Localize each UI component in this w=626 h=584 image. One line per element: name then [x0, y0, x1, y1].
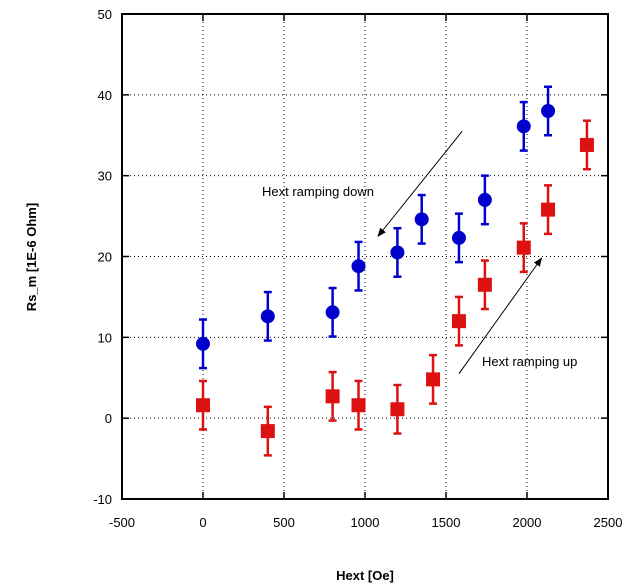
data-point-circle [477, 192, 492, 207]
data-point-circle [414, 212, 429, 227]
annotation-label: Hext ramping up [482, 354, 577, 369]
data-point-circle [516, 119, 531, 134]
grid-lines [122, 14, 608, 499]
annotation-arrow [458, 257, 543, 374]
data-point-square [516, 240, 531, 255]
y-tick-label: 30 [98, 169, 112, 184]
y-tick-label: -10 [93, 492, 112, 507]
data-point-circle [541, 104, 556, 118]
x-tick-label: 0 [199, 515, 206, 530]
data-point-square [426, 372, 441, 387]
data-point-square [196, 398, 210, 413]
x-axis-title: Hext [Oe] [336, 568, 394, 583]
y-axis-title: Rs_m [1E-6 Ohm] [24, 203, 39, 311]
data-point-square [390, 402, 405, 417]
y-tick-label: 40 [98, 88, 112, 103]
annotations: Hext ramping down Hext ramping up [262, 130, 577, 374]
x-tick-label: 2000 [513, 515, 542, 530]
y-tick-label: 10 [98, 330, 112, 345]
data-point-circle [325, 305, 340, 320]
data-point-square [260, 424, 275, 439]
data-point-square [541, 202, 556, 217]
data-point-circle [451, 230, 466, 245]
data-point-square [477, 277, 492, 292]
data-point-square [451, 314, 466, 329]
data-point-square [325, 389, 340, 404]
x-tick-label: 1000 [351, 515, 380, 530]
y-tick-label: 50 [98, 7, 112, 22]
y-tick-label: 20 [98, 250, 112, 265]
annotation-arrow [377, 130, 463, 237]
axis-ticks: -500 0 500 1000 1500 2000 2500 -10 0 10 20 30 40 50 [93, 7, 622, 530]
data-markers [196, 104, 594, 439]
data-point-circle [351, 259, 366, 274]
data-point-square [579, 137, 594, 152]
annotation-label: Hext ramping down [262, 184, 374, 199]
data-point-circle [260, 309, 275, 324]
y-tick-label: 0 [105, 411, 112, 426]
x-tick-label: 1500 [432, 515, 461, 530]
data-point-circle [390, 245, 405, 260]
data-point-circle [196, 336, 210, 351]
x-tick-label: 2500 [594, 515, 623, 530]
x-tick-label: -500 [109, 515, 135, 530]
x-tick-label: 500 [273, 515, 295, 530]
data-point-square [351, 398, 366, 413]
